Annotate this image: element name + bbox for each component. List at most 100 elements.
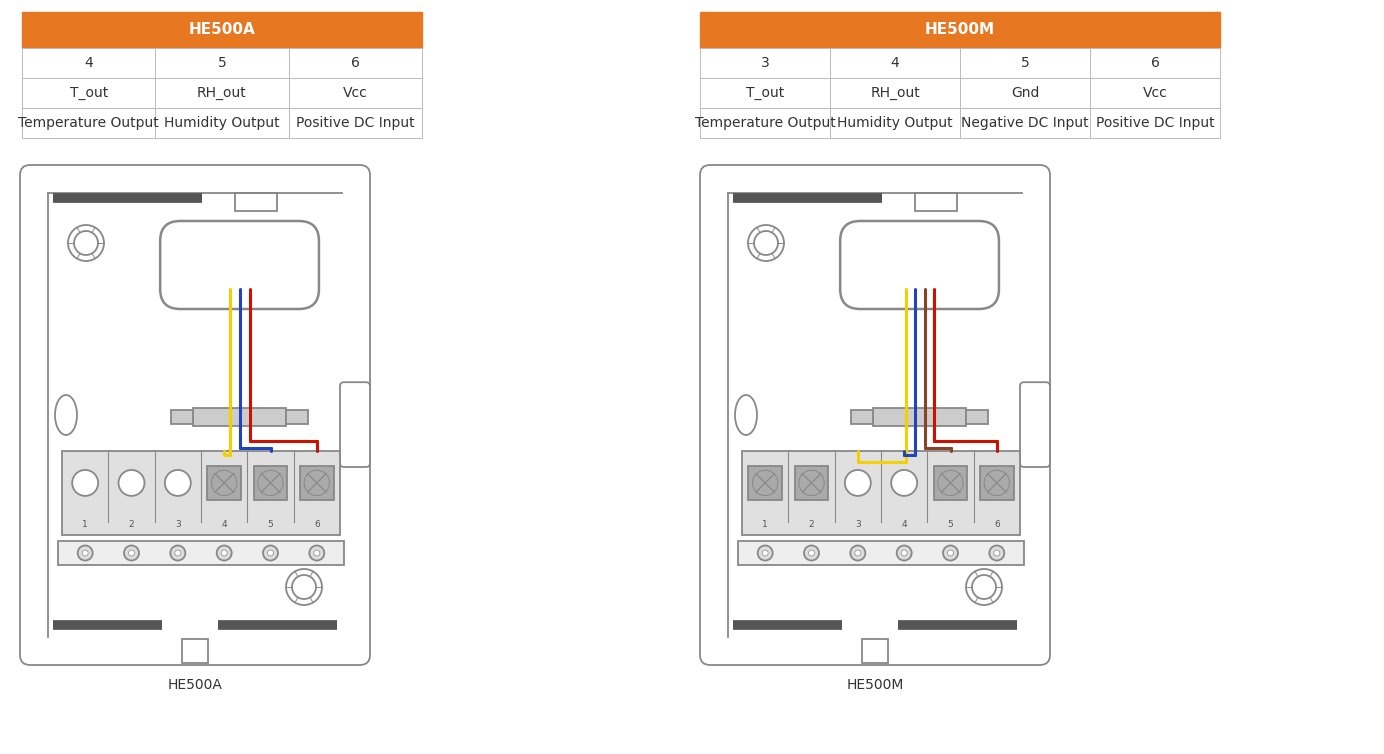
Bar	[830, 48, 960, 78]
Circle shape	[257, 470, 284, 495]
Text: Vcc: Vcc	[343, 86, 368, 100]
Bar	[22, 12, 422, 48]
Text: 4: 4	[891, 56, 900, 70]
Bar	[830, 78, 960, 108]
Circle shape	[844, 470, 871, 496]
Circle shape	[304, 470, 329, 495]
Circle shape	[217, 545, 231, 560]
Bar	[172, 410, 194, 424]
Bar	[742, 451, 1020, 535]
Bar	[253, 466, 288, 500]
Circle shape	[850, 545, 865, 560]
Bar	[289, 108, 422, 138]
Bar	[1091, 78, 1221, 108]
Text: HE500M: HE500M	[925, 23, 995, 38]
Bar	[862, 639, 889, 663]
Bar	[1091, 48, 1221, 78]
Circle shape	[286, 569, 322, 605]
Bar	[700, 78, 830, 108]
Circle shape	[804, 545, 819, 560]
Bar	[155, 108, 289, 138]
Bar	[749, 466, 782, 500]
Circle shape	[799, 470, 825, 495]
Bar	[22, 78, 155, 108]
Circle shape	[125, 545, 138, 560]
Ellipse shape	[55, 395, 78, 435]
Text: 5: 5	[1020, 56, 1030, 70]
FancyBboxPatch shape	[700, 165, 1050, 665]
Bar	[208, 466, 241, 500]
Circle shape	[897, 545, 912, 560]
Text: RH_out: RH_out	[197, 86, 246, 100]
Text: HE500A: HE500A	[167, 678, 223, 692]
Text: Humidity Output: Humidity Output	[165, 116, 280, 130]
Text: 2: 2	[129, 520, 134, 529]
Circle shape	[129, 550, 134, 556]
Circle shape	[891, 470, 918, 496]
FancyBboxPatch shape	[840, 221, 999, 309]
Bar	[22, 48, 155, 78]
Circle shape	[948, 550, 954, 556]
Bar	[235, 193, 277, 211]
Text: Vcc: Vcc	[1143, 86, 1167, 100]
Text: 1: 1	[82, 520, 89, 529]
Text: Temperature Output: Temperature Output	[18, 116, 159, 130]
Circle shape	[267, 550, 274, 556]
Text: 2: 2	[808, 520, 814, 529]
Text: 5: 5	[217, 56, 227, 70]
Bar	[960, 78, 1091, 108]
Bar	[58, 541, 345, 565]
Text: 6: 6	[994, 520, 999, 529]
Circle shape	[263, 545, 278, 560]
Bar	[794, 466, 828, 500]
Bar	[980, 466, 1013, 500]
Text: HE500M: HE500M	[846, 678, 904, 692]
Circle shape	[855, 550, 861, 556]
Circle shape	[757, 545, 772, 560]
FancyBboxPatch shape	[1020, 382, 1050, 467]
Circle shape	[73, 231, 98, 255]
Bar	[700, 48, 830, 78]
Text: HE500A: HE500A	[188, 23, 256, 38]
Bar	[289, 78, 422, 108]
Text: T_out: T_out	[746, 86, 785, 100]
Bar	[300, 466, 334, 500]
Circle shape	[82, 550, 89, 556]
Bar	[700, 12, 1221, 48]
Circle shape	[754, 231, 778, 255]
Circle shape	[763, 550, 768, 556]
FancyBboxPatch shape	[19, 165, 370, 665]
Circle shape	[221, 550, 227, 556]
Text: Negative DC Input: Negative DC Input	[960, 116, 1089, 130]
Text: 6: 6	[1150, 56, 1160, 70]
Bar	[155, 78, 289, 108]
Circle shape	[943, 545, 958, 560]
Circle shape	[972, 575, 996, 599]
Ellipse shape	[735, 395, 757, 435]
Circle shape	[938, 470, 963, 495]
Circle shape	[170, 545, 185, 560]
Circle shape	[68, 225, 104, 261]
Bar	[62, 451, 340, 535]
Text: 5: 5	[948, 520, 954, 529]
Bar	[830, 108, 960, 138]
Text: 3: 3	[855, 520, 861, 529]
Circle shape	[753, 470, 778, 495]
Bar	[915, 193, 956, 211]
Text: 3: 3	[761, 56, 770, 70]
Bar	[966, 410, 988, 424]
Circle shape	[212, 470, 237, 495]
Circle shape	[78, 545, 93, 560]
Bar	[155, 48, 289, 78]
Text: 3: 3	[174, 520, 181, 529]
Circle shape	[165, 470, 191, 496]
Bar	[700, 108, 830, 138]
Bar	[22, 108, 155, 138]
Text: Positive DC Input: Positive DC Input	[296, 116, 415, 130]
Circle shape	[994, 550, 999, 556]
Circle shape	[119, 470, 144, 496]
Text: Gnd: Gnd	[1010, 86, 1039, 100]
Text: Temperature Output: Temperature Output	[695, 116, 836, 130]
Text: Humidity Output: Humidity Output	[837, 116, 952, 130]
Bar	[285, 410, 307, 424]
